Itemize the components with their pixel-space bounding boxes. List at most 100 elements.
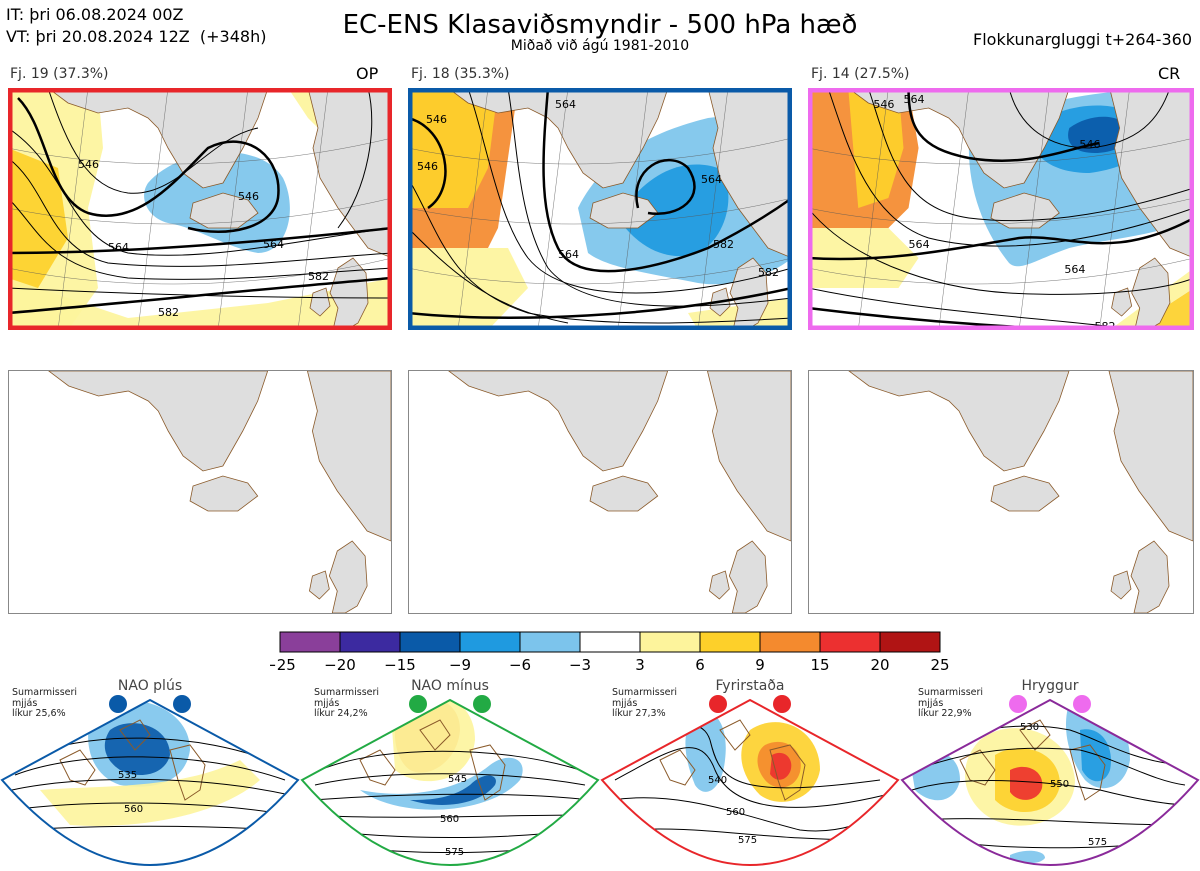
regime-content: 530 550 575 [902,700,1198,865]
regime-map-2: 545 560 575 [300,695,600,866]
anomaly-area [8,278,392,330]
anomaly-area [1010,850,1045,864]
anomaly-area [848,88,904,208]
greenland-land [848,371,1070,472]
scandinavia-land [707,371,791,542]
contour-label: 546 [78,158,99,171]
greenland-land [448,371,669,472]
height-contour [614,747,886,808]
scandinavia-land [307,88,392,259]
colorbar-tick-label: 6 [695,656,705,674]
height-contour [309,814,591,818]
parallel-line [8,137,392,165]
contour-label: 546 [1079,138,1100,151]
meridian-line [217,88,249,330]
colorbar-tick-label: 9 [755,656,765,674]
anomaly-area [770,752,792,780]
height-contour [408,177,792,324]
britain-land [728,540,768,613]
anomaly-area [1010,766,1043,800]
height-contour [11,778,291,796]
meridian-line [1018,88,1050,330]
height-contour [911,780,1191,806]
fan-background [302,700,598,865]
height-contour [17,97,280,233]
colorbar-tick-label: −3 [569,656,591,674]
regime-1-info: Sumarmisseri mjjás líkur 25,6% [12,687,78,719]
map-canvas [48,371,391,613]
parallel-line [8,257,392,285]
land-group [848,371,1193,613]
colorbar-swatch [819,631,881,653]
height-contour [467,88,792,294]
contour-label: 546 [238,190,259,203]
height-contour [542,88,792,273]
coastline [119,719,151,751]
colorbar-tick-label: 15 [810,656,829,674]
page-title: EC-ENS Klasaviðsmyndir - 500 hPa hæð [342,10,858,40]
contour-label: 546 [873,98,894,111]
parallel-line [808,137,1194,165]
regime-content: 540 560 575 [602,700,898,865]
coastline [959,749,996,786]
iceland-land [589,475,659,512]
colorbar-tick-label: −6 [509,656,531,674]
map-canvas: 546 564 546 564 564 582 [808,88,1194,330]
ireland-land [308,570,330,600]
height-contour [408,227,569,324]
contour-label: 564 [701,173,722,186]
meridian-line [697,88,729,330]
map-canvas: 546 546 564 564 582 582 [8,88,392,330]
coastline [659,749,696,786]
height-contour [408,116,447,210]
regime-content: 535 560 [2,700,298,865]
britain-land [1130,540,1170,613]
regime-map-4: 530 550 575 [900,695,1200,866]
contour-label: 546 [426,113,447,126]
regime-map-1: 535 560 [0,695,300,866]
regime-3-title: Fyrirstaða [715,678,785,694]
regime-dot [173,695,191,713]
regime-2-title: NAO mínus [411,678,489,694]
cluster-map-2: 546 564 546 564 564 582 582 [408,88,792,330]
contour-label: 530 [1020,722,1039,733]
contour-label: 564 [555,98,576,111]
colorbar-swatch [339,631,401,653]
height-contour [14,756,286,781]
anomaly-area [1080,729,1111,782]
contour-label: 560 [440,814,459,825]
britain-land [328,540,368,613]
anomaly-area [40,760,260,826]
colorbar-swatch [399,631,461,653]
panel-1-tag: OP [356,64,379,83]
cluster-map-1: 546 546 564 564 582 582 [8,88,392,330]
contour-label: 582 [713,238,734,251]
colorbar-swatch [759,631,821,653]
regime-3-info: Sumarmisseri mjjás líkur 27,3% [612,687,678,719]
regime-dot [709,695,727,713]
height-contour [314,773,586,786]
contour-label: 564 [1064,263,1085,276]
contour-label: 582 [308,270,329,283]
contour-label: 582 [1094,320,1115,330]
map-canvas: 546 564 546 564 564 582 582 [408,88,792,330]
contour-label: 582 [758,266,779,279]
cluster-map-3: 546 564 546 564 564 582 [808,88,1194,330]
contour-label: 540 [708,775,727,786]
height-contour [919,818,1181,826]
meridian-line [938,88,970,330]
anomaly-area [410,775,496,805]
meridian-line [297,88,329,330]
panel-3-label: Fj. 14 (27.5%) [811,66,910,82]
height-contour [408,286,792,319]
height-contour [319,750,581,771]
colorbar-tick-label: 20 [870,656,889,674]
anomaly-area [360,757,523,810]
empty-map-3 [808,370,1194,614]
parallel-line [408,137,792,165]
colorbar-tick-label: −25 [270,656,296,674]
contour-label: 560 [124,804,143,815]
iceland-land [189,475,259,512]
height-contour [311,793,591,801]
contour-label: 582 [158,306,179,319]
